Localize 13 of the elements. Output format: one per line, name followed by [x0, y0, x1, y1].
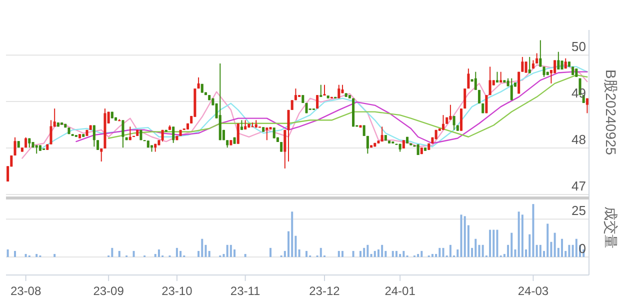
- x-tick-label: 24-03: [518, 284, 549, 298]
- y-axis-title: B股20240925: [603, 69, 618, 156]
- y-tick-label: 48: [572, 132, 586, 148]
- x-tick-label: 23-12: [309, 284, 340, 298]
- y-tick-label: 50: [572, 39, 586, 54]
- x-tick-label: 23-10: [162, 284, 193, 298]
- x-tick-label: 23-11: [230, 284, 261, 298]
- x-tick-label: 24-01: [384, 284, 416, 298]
- y-tick-label: 25: [572, 203, 586, 218]
- y-tick-label: 47: [572, 178, 586, 194]
- y-axis-title: 成交量: [603, 206, 618, 248]
- x-tick-label: 23-08: [10, 284, 42, 298]
- x-tick-label: 23-09: [93, 284, 124, 298]
